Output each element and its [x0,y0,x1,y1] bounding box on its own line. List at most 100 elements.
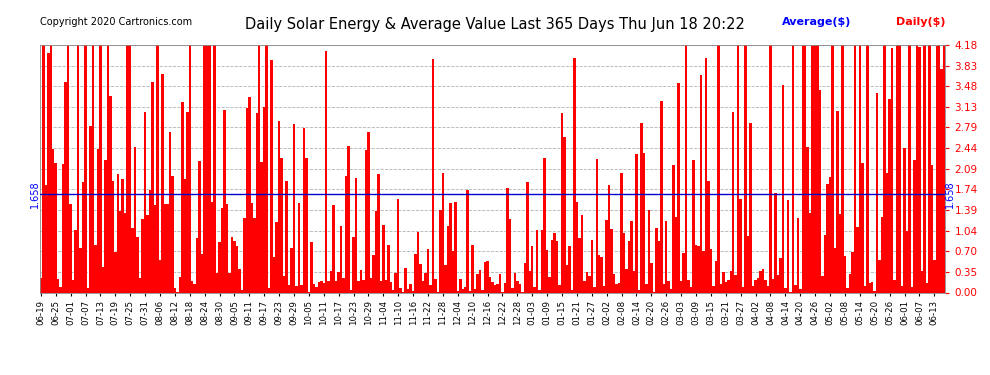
Bar [777,274,779,292]
Bar [918,47,921,292]
Bar [529,272,531,292]
Bar [323,283,325,292]
Bar [494,285,496,292]
Bar [886,172,888,292]
Bar [883,45,886,292]
Bar [67,45,69,292]
Bar [906,231,908,292]
Text: Copyright 2020 Cartronics.com: Copyright 2020 Cartronics.com [40,17,192,27]
Bar [107,45,109,292]
Bar [422,281,425,292]
Bar [623,232,626,292]
Bar [156,45,158,292]
Bar [466,190,469,292]
Bar [846,288,848,292]
Bar [772,279,774,292]
Bar [234,242,236,292]
Bar [99,45,102,292]
Bar [147,215,148,292]
Bar [911,287,913,292]
Bar [730,271,732,292]
Bar [298,203,300,292]
Bar [442,173,445,292]
Bar [178,278,181,292]
Bar [412,291,415,292]
Bar [756,278,759,292]
Bar [682,253,685,292]
Bar [565,265,568,292]
Bar [514,273,516,292]
Bar [931,165,933,292]
Bar [575,202,578,292]
Bar [717,45,720,292]
Bar [558,285,560,292]
Bar [362,280,364,292]
Bar [330,271,333,292]
Bar [926,283,928,292]
Bar [349,290,352,292]
Bar [484,262,486,292]
Bar [707,181,710,292]
Bar [45,185,48,292]
Bar [425,273,427,292]
Bar [603,286,606,292]
Bar [680,281,682,292]
Bar [59,287,62,292]
Bar [817,45,819,292]
Bar [908,45,911,292]
Bar [746,236,749,292]
Bar [782,85,784,292]
Bar [690,287,692,292]
Bar [560,113,563,292]
Bar [410,284,412,292]
Bar [273,257,275,292]
Bar [474,290,476,292]
Bar [662,284,665,292]
Bar [740,199,742,292]
Bar [166,204,168,292]
Bar [449,203,451,292]
Bar [526,182,529,292]
Bar [325,51,328,292]
Bar [109,96,112,292]
Bar [288,285,290,292]
Bar [454,202,456,292]
Bar [246,108,248,292]
Bar [583,281,586,292]
Bar [727,280,730,292]
Bar [901,286,903,292]
Bar [913,160,916,292]
Bar [553,233,555,292]
Bar [229,273,231,292]
Bar [853,45,856,292]
Bar [749,123,751,292]
Bar [842,45,843,292]
Bar [732,111,735,292]
Bar [744,45,746,292]
Bar [868,283,871,292]
Bar [173,288,176,292]
Bar [129,45,132,292]
Bar [700,75,702,292]
Bar [511,288,514,292]
Bar [54,163,57,292]
Bar [479,270,481,292]
Bar [379,281,382,292]
Bar [148,190,151,292]
Bar [283,276,285,292]
Bar [280,158,283,292]
Bar [476,274,479,292]
Bar [239,269,241,292]
Bar [754,280,756,292]
Bar [258,45,260,292]
Bar [665,221,667,292]
Bar [72,280,74,292]
Bar [702,251,705,292]
Bar [657,241,660,292]
Bar [469,291,471,292]
Bar [417,231,420,292]
Bar [580,214,583,292]
Bar [114,252,117,292]
Bar [481,290,484,292]
Bar [374,211,377,292]
